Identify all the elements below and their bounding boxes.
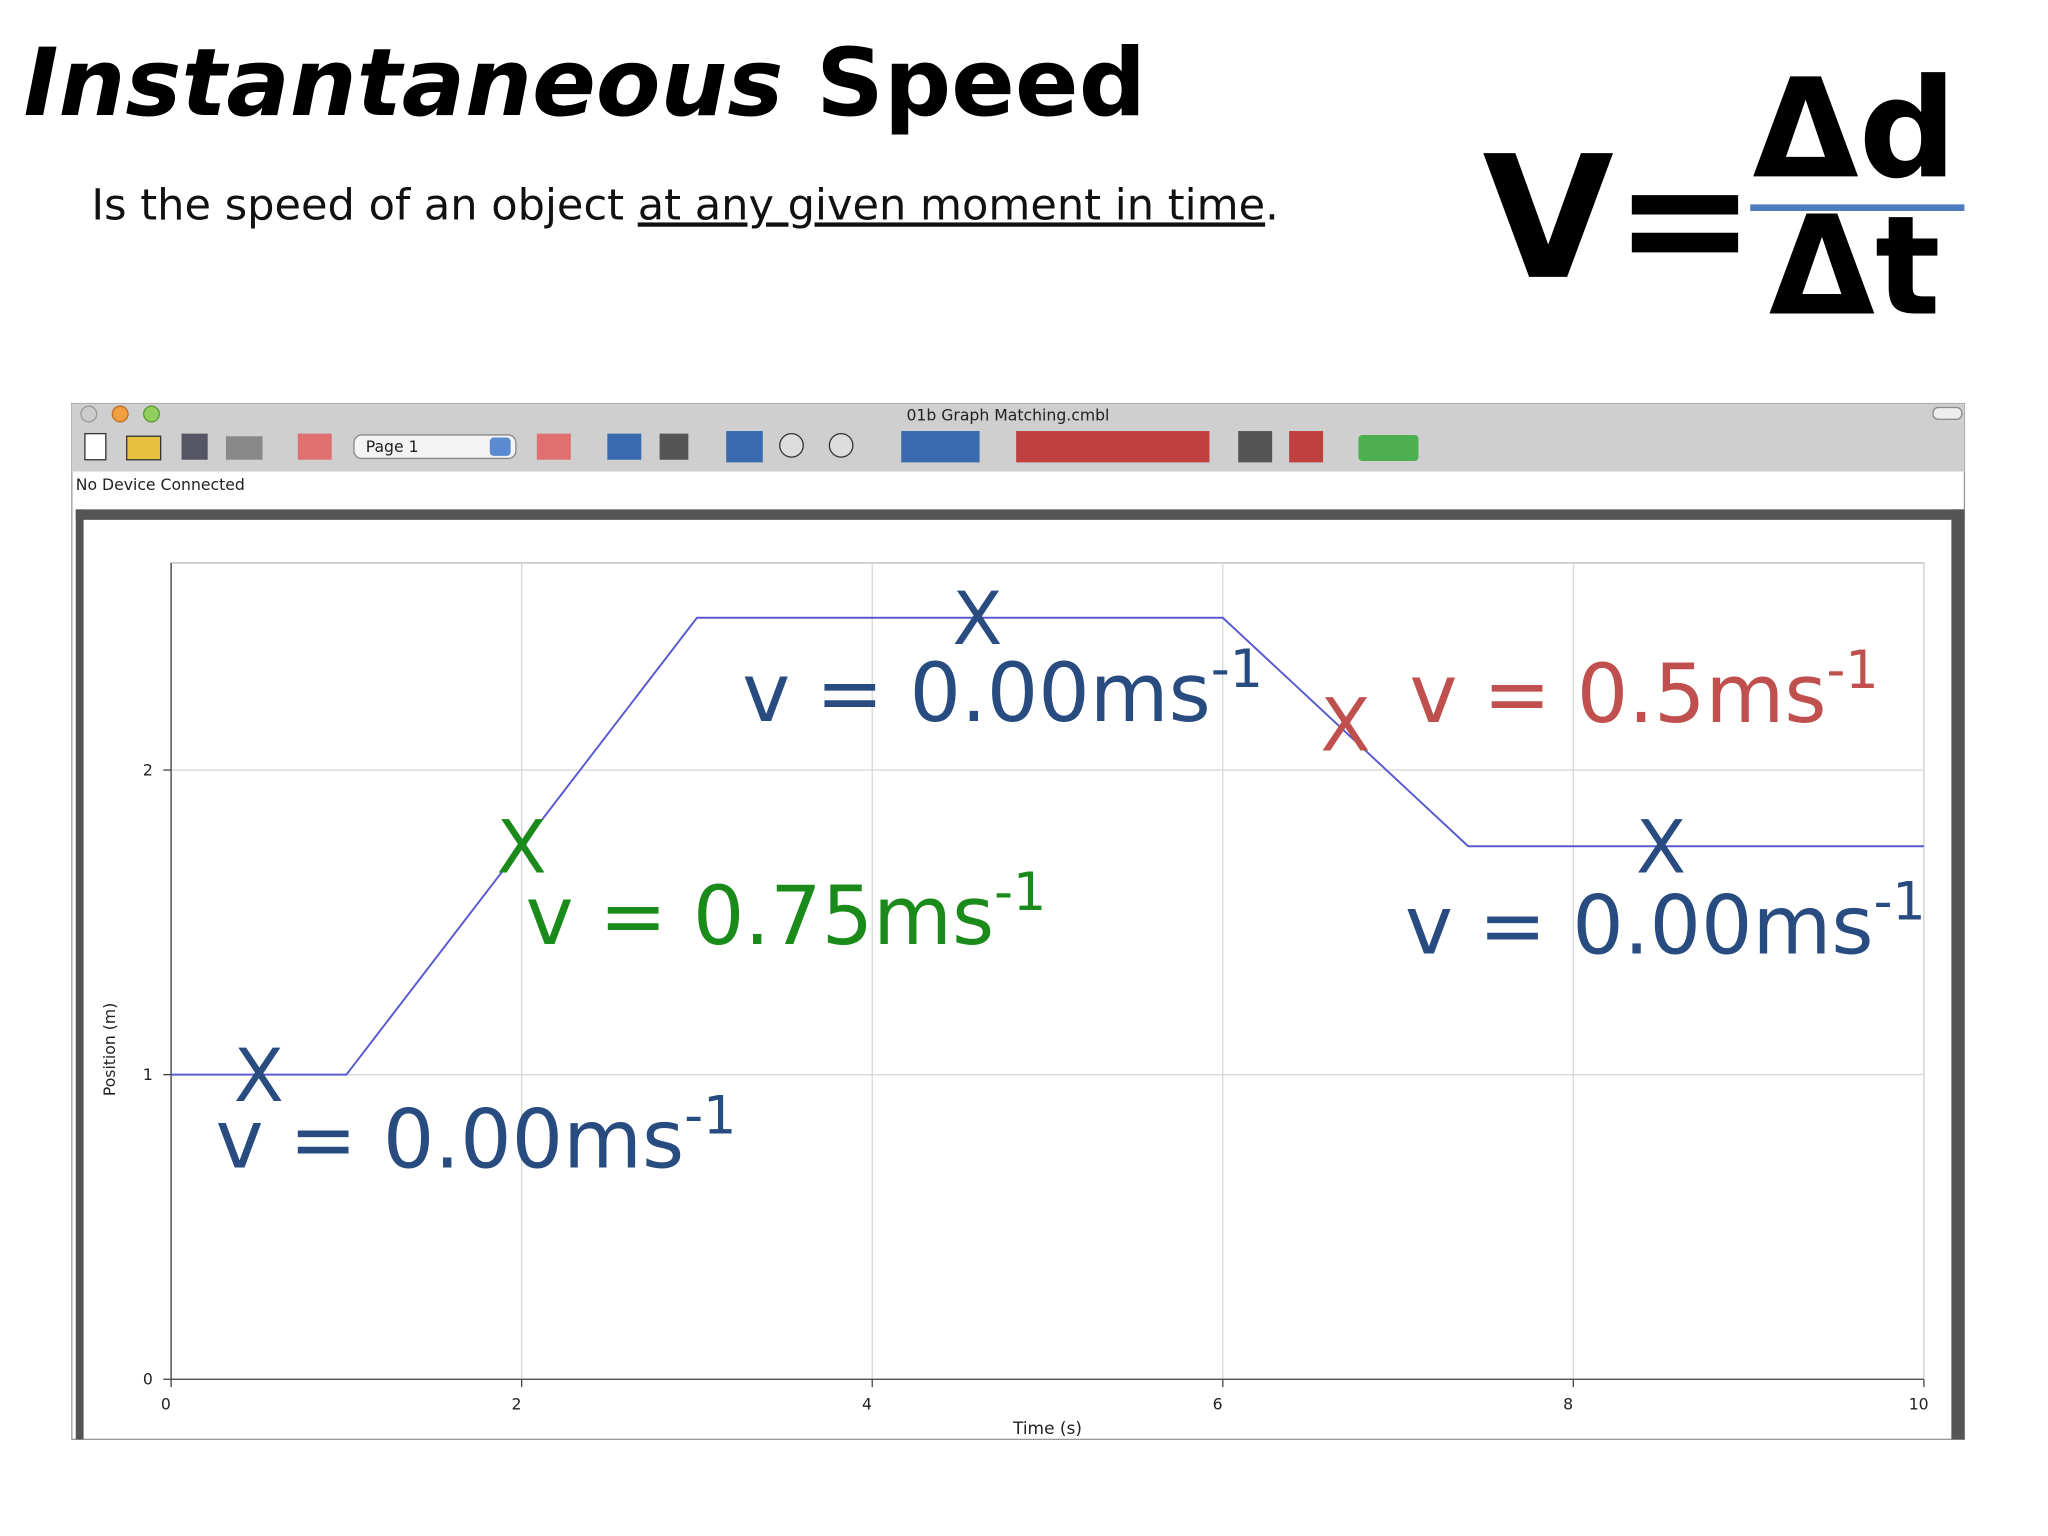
annotation-sup: -1 <box>1827 641 1879 701</box>
x-tick-label: 10 <box>1909 1394 1929 1413</box>
icon-graph[interactable] <box>1289 431 1324 463</box>
annotation-marker: X <box>952 577 1002 662</box>
annotation-marker: X <box>234 1034 284 1119</box>
plot-area <box>170 562 1925 1380</box>
slide-title: Instantaneous Speed <box>24 29 1147 138</box>
annotation-label: v = 0.00ms-1 <box>216 1086 737 1187</box>
annotation-text: v = 0.75ms <box>526 870 995 964</box>
subtitle: Is the speed of an object at any given m… <box>91 180 1278 230</box>
status-text: No Device Connected <box>76 475 245 494</box>
minimize-button[interactable] <box>111 405 129 423</box>
icon-zoom-out[interactable] <box>828 432 854 458</box>
annotation-text: v = 0.5ms <box>1409 648 1826 742</box>
window-title: 01b Graph Matching.cmbl <box>906 406 1109 425</box>
icon-fit-tools[interactable] <box>1016 431 1210 463</box>
x-tick-label: 8 <box>1563 1394 1573 1413</box>
x-tick-label: 0 <box>161 1394 171 1413</box>
frame-right <box>1951 509 1965 1440</box>
y-tick-label: 1 <box>143 1065 153 1084</box>
frame-left <box>75 509 84 1440</box>
formula-lhs: V= <box>1482 120 1756 318</box>
annotation-text: v = 0.00ms <box>742 647 1211 741</box>
icon-new[interactable] <box>84 432 107 461</box>
icon-device[interactable] <box>659 433 689 460</box>
formula-denominator: Δt <box>1769 187 1941 346</box>
close-button[interactable] <box>80 405 98 423</box>
annotation-label: v = 0.00ms-1 <box>742 640 1263 741</box>
frame-top <box>75 509 1965 520</box>
annotation-label: v = 0.75ms-1 <box>526 863 1047 964</box>
y-axis-label: Position (m) <box>100 1003 119 1096</box>
annotation-marker: X <box>1636 805 1686 890</box>
icon-print[interactable] <box>225 436 263 460</box>
subtitle-start: Is the speed of an object <box>91 180 637 230</box>
y-tick-label: 0 <box>143 1369 153 1388</box>
icon-open[interactable] <box>126 435 162 461</box>
zoom-button[interactable] <box>143 405 160 423</box>
page-label: Page 1 <box>366 437 419 456</box>
annotation-text: v = 0.00ms <box>1405 879 1874 973</box>
annotation-sup: -1 <box>1874 872 1926 932</box>
annotation-sup: -1 <box>1211 640 1263 700</box>
subtitle-underlined: at any given moment in time <box>638 180 1265 230</box>
icon-next-page[interactable] <box>536 433 571 460</box>
annotation-label: v = 0.00ms-1 <box>1405 872 1926 973</box>
annotation-label: v = 0.5ms-1 <box>1409 641 1878 742</box>
annotation-marker: X <box>1320 683 1370 768</box>
x-tick-label: 6 <box>1213 1394 1223 1413</box>
annotation-text: v = 0.00ms <box>216 1093 685 1187</box>
page-selector[interactable] <box>353 434 517 460</box>
collect-button[interactable] <box>1358 434 1419 462</box>
formula-numerator: Δd <box>1753 50 1957 209</box>
data-line <box>171 616 1924 1076</box>
toolbar-icons <box>84 431 1419 463</box>
annotation-marker: X <box>497 805 547 890</box>
icon-analysis[interactable] <box>901 431 980 463</box>
x-tick-label: 2 <box>511 1394 521 1413</box>
icon-timer[interactable] <box>1238 431 1273 463</box>
x-tick-label: 4 <box>862 1394 872 1413</box>
annotation-sup: -1 <box>684 1086 736 1146</box>
toolbar-toggle[interactable] <box>1932 406 1963 420</box>
x-axis-label: Time (s) <box>1012 1419 1082 1439</box>
icon-autoscale[interactable] <box>726 431 763 463</box>
subtitle-end: . <box>1265 180 1279 230</box>
icon-collect[interactable] <box>607 433 642 460</box>
y-tick-label: 2 <box>143 760 153 779</box>
annotation-sup: -1 <box>994 863 1046 923</box>
page-selector-arrow[interactable] <box>489 437 511 456</box>
plot: 0 2 4 6 8 10 0 1 2 Time (s) Position (m) Xv = 0.00m… <box>100 562 1929 1439</box>
title-rest: Speed <box>816 29 1146 138</box>
icon-prev-page[interactable] <box>297 433 332 460</box>
icon-save[interactable] <box>181 433 208 460</box>
title-italic: Instantaneous <box>24 29 784 138</box>
icon-zoom-in[interactable] <box>779 432 804 458</box>
